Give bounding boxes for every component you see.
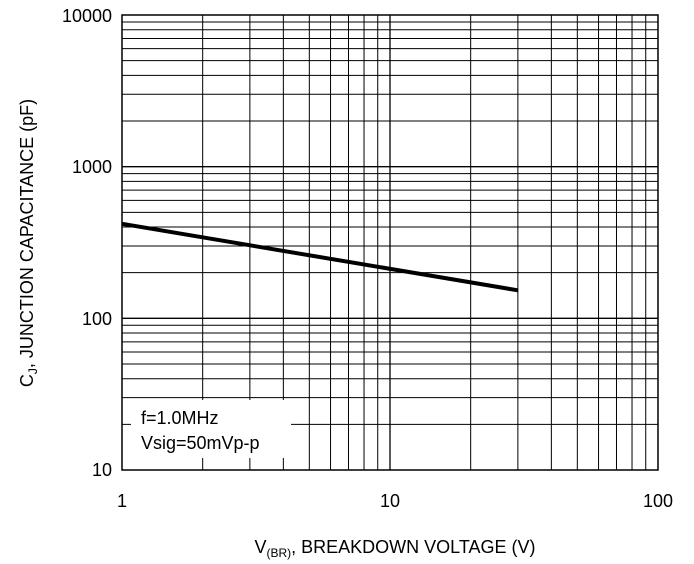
plot-frame [121, 14, 659, 471]
grid-lines [122, 15, 658, 470]
y-tick-label-10: 10 [92, 460, 112, 480]
y-tick-label-10000: 10000 [62, 6, 112, 26]
x-tick-label-100: 100 [643, 491, 673, 511]
series-layer [121, 221, 519, 293]
y-tick-label-100: 100 [82, 309, 112, 329]
y-axis-title: CJ, JUNCTION CAPACITANCE (pF) [17, 99, 40, 387]
x-axis-title: V(BR), BREAKDOWN VOLTAGE (V) [254, 537, 535, 560]
x-tick-label-10: 10 [380, 491, 400, 511]
series-line-1 [121, 221, 519, 293]
x-tick-label-1: 1 [117, 491, 127, 511]
annotation-line-2: Vsig=50mVp-p [141, 433, 260, 453]
annotation-box: f=1.0MHz Vsig=50mVp-p [131, 400, 291, 458]
y-tick-label-1000: 1000 [72, 157, 112, 177]
annotation-line-1: f=1.0MHz [141, 408, 219, 428]
